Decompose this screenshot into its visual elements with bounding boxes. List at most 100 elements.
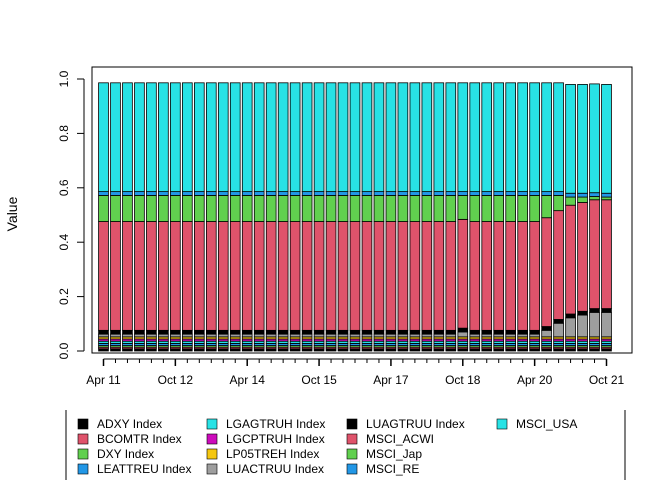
bar-segment-luactruu-index-7	[182, 333, 193, 338]
bar-segment-luagtruu-index-3	[134, 329, 145, 335]
bar-segment-luagtruu-index-39	[565, 313, 576, 319]
bar-segment-luactruu-index-15	[277, 333, 289, 338]
bar-segment-msci-acwi-36	[529, 221, 540, 331]
bar-segment-luactruu-index-29	[445, 333, 457, 338]
bar-segment-luactruu-index-3	[134, 333, 145, 338]
bar-segment-msci-acwi-2	[122, 221, 133, 331]
bar-segment-msci-usa-2	[122, 82, 133, 193]
bar-segment-msci-re-28	[433, 191, 445, 196]
bar-segment-msci-jap-39	[565, 196, 576, 206]
bar-segment-msci-jap-40	[577, 196, 588, 203]
bar-segment-msci-re-18	[313, 191, 325, 196]
bar-segment-luactruu-index-17	[301, 333, 313, 338]
bar-segment-msci-jap-31	[469, 195, 481, 222]
y-tick-label: 0.8	[57, 125, 71, 142]
bar-segment-msci-re-31	[469, 191, 481, 196]
bar-segment-msci-jap-17	[301, 195, 313, 222]
bar-segment-msci-jap-41	[589, 196, 600, 201]
bar-segment-msci-acwi-40	[577, 202, 588, 312]
bar-segment-luactruu-index-2	[122, 333, 133, 338]
bar-segment-luactruu-index-12	[241, 333, 253, 338]
bar-segment-msci-re-33	[493, 191, 505, 196]
bar-segment-msci-jap-27	[421, 195, 433, 222]
bar-segment-luagtruu-index-21	[349, 329, 361, 335]
bar-segment-luactruu-index-41	[589, 311, 600, 338]
bar-segment-msci-usa-20	[337, 82, 349, 193]
bar-segment-msci-acwi-30	[457, 218, 469, 329]
bar-segment-msci-usa-3	[134, 82, 145, 193]
bar-segment-msci-acwi-28	[433, 221, 445, 331]
bar-segment-msci-jap-1	[110, 195, 121, 222]
legend-swatch	[206, 433, 218, 445]
bar-segment-msci-usa-7	[182, 82, 193, 193]
bar-segment-msci-re-37	[541, 191, 552, 196]
bar-segment-msci-jap-30	[457, 195, 469, 220]
bar-segment-msci-usa-4	[146, 82, 157, 193]
bar-segment-msci-re-40	[577, 192, 588, 198]
bar-segment-luactruu-index-4	[146, 333, 157, 338]
legend-label: BCOMTR Index	[97, 432, 182, 446]
bar-segment-msci-usa-14	[265, 82, 277, 193]
bar-segment-msci-usa-40	[577, 84, 588, 194]
bar-segment-msci-acwi-4	[146, 221, 157, 331]
legend-swatch	[77, 448, 89, 460]
bar-segment-msci-re-35	[517, 191, 528, 196]
legend-swatch	[346, 418, 358, 430]
bar-segment-msci-re-7	[182, 191, 193, 196]
bar-segment-msci-jap-3	[134, 195, 145, 222]
bar-segment-luagtruu-index-42	[601, 308, 612, 313]
bar-segment-msci-usa-8	[193, 82, 205, 193]
bar-segment-msci-usa-36	[529, 82, 540, 193]
bar-segment-msci-acwi-24	[385, 221, 397, 331]
bar-segment-msci-re-41	[589, 192, 600, 197]
bar-segment-msci-re-15	[277, 191, 289, 196]
bar-segment-msci-usa-15	[277, 82, 289, 193]
bar-segment-msci-usa-23	[373, 82, 385, 193]
bar-segment-luactruu-index-11	[229, 333, 241, 338]
bar-segment-luactruu-index-5	[158, 333, 169, 338]
bar-segment-luagtruu-index-34	[505, 329, 516, 335]
bar-segment-msci-usa-5	[158, 82, 169, 193]
bar-segment-msci-re-36	[529, 191, 540, 196]
bar-segment-luactruu-index-40	[577, 314, 588, 338]
bar-segment-luagtruu-index-29	[445, 329, 457, 335]
bar-segment-msci-acwi-15	[277, 221, 289, 331]
bar-segment-luactruu-index-34	[505, 333, 516, 338]
y-axis: 0.0 0.2 0.4 0.6 0.8 1.0	[57, 70, 85, 359]
legend-swatch	[496, 418, 508, 430]
bar-segment-msci-jap-32	[481, 195, 493, 222]
bar-segment-luactruu-index-39	[565, 317, 576, 338]
bar-segment-msci-re-11	[229, 191, 241, 196]
bar-segment-msci-acwi-8	[193, 221, 205, 331]
bar-segment-luactruu-index-32	[481, 333, 493, 338]
legend-label: DXY Index	[97, 447, 154, 461]
bar-segment-msci-re-32	[481, 191, 493, 196]
bar-segment-luagtruu-index-20	[337, 329, 349, 335]
plot-frame	[91, 66, 633, 354]
bar-segment-msci-usa-1	[110, 82, 121, 193]
bar-segment-luagtruu-index-6	[170, 329, 181, 335]
bar-segment-msci-jap-23	[373, 195, 385, 222]
legend-swatch	[77, 463, 89, 475]
bar-segment-msci-usa-18	[313, 82, 325, 193]
bar-segment-luactruu-index-24	[385, 333, 397, 338]
bar-segment-msci-re-30	[457, 191, 469, 196]
bar-segment-msci-acwi-38	[553, 210, 564, 320]
bar-segment-luagtruu-index-7	[182, 329, 193, 335]
bar-segment-msci-acwi-10	[217, 221, 229, 331]
bar-segment-msci-re-17	[301, 191, 313, 196]
bar-segment-luagtruu-index-30	[457, 327, 469, 333]
bar-segment-msci-re-5	[158, 191, 169, 196]
legend-label: LUACTRUU Index	[226, 462, 324, 476]
legend-swatch	[206, 418, 218, 430]
bar-segment-msci-jap-2	[122, 195, 133, 222]
bar-segment-msci-acwi-27	[421, 221, 433, 331]
bar-segment-msci-acwi-20	[337, 221, 349, 331]
bar-segment-luagtruu-index-25	[397, 329, 409, 335]
legend-label: LP05TREH Index	[226, 447, 319, 461]
bar-segment-luagtruu-index-27	[421, 329, 433, 335]
bar-segment-msci-jap-6	[170, 195, 181, 222]
bar-segment-msci-re-27	[421, 191, 433, 196]
bar-segment-msci-jap-15	[277, 195, 289, 222]
y-tick-label: 0.2	[57, 288, 71, 305]
